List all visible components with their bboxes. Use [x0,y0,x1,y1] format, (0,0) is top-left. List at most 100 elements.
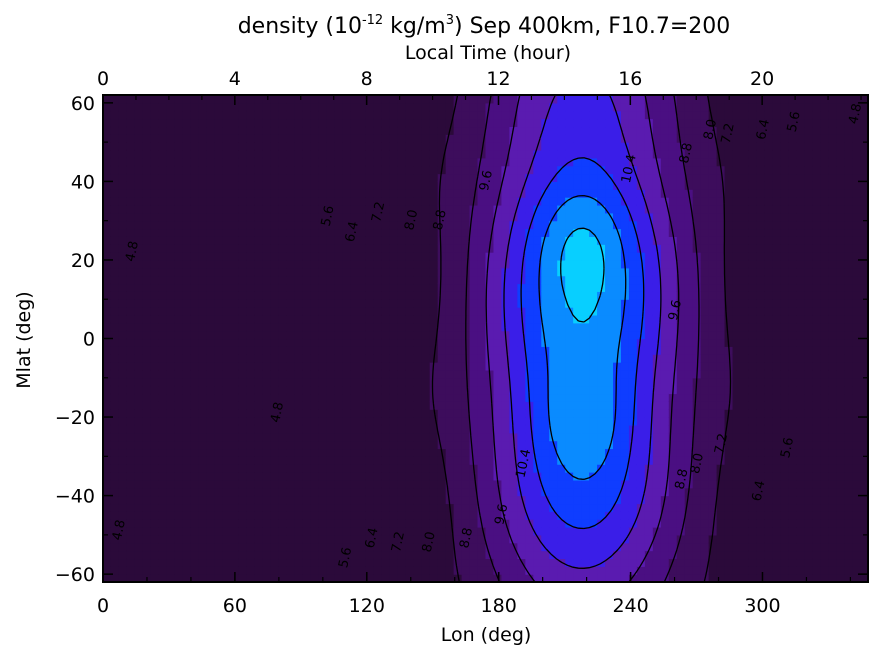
density-cell [190,519,200,528]
density-cell [182,212,192,222]
density-cell [509,377,518,387]
density-cell [397,118,407,128]
density-cell [676,464,686,473]
density-cell [644,534,654,544]
density-cell [716,377,726,387]
density-cell [469,110,479,120]
density-cell [350,346,359,355]
density-cell [310,197,319,206]
density-cell [589,534,598,544]
density-cell [310,181,319,190]
density-cell [350,362,359,371]
density-cell [573,212,582,222]
density-cell [469,149,479,159]
density-cell [278,126,287,135]
density-cell [445,291,455,300]
density-cell [620,558,630,567]
density-cell [381,472,391,481]
density-cell [708,204,718,214]
density-cell [246,330,256,340]
density-cell [620,118,630,128]
density-cell [485,212,495,222]
density-cell [389,346,399,355]
density-cell [533,472,542,481]
density-cell [126,118,136,128]
density-cell [294,464,303,473]
density-cell [477,197,487,206]
density-cell [636,142,646,151]
density-cell [270,102,279,112]
density-cell [501,401,511,410]
density-cell [541,149,550,159]
density-cell [262,338,271,347]
density-cell [302,197,311,206]
density-cell [158,566,168,575]
density-cell [326,142,335,151]
density-cell [326,424,335,434]
density-cell [597,479,606,489]
density-cell [437,503,447,512]
density-cell [118,228,128,237]
density-cell [429,456,439,465]
density-cell [166,181,176,190]
density-cell [461,503,471,512]
density-cell [381,212,391,222]
density-cell [501,173,511,182]
density-cell [389,362,399,371]
density-cell [206,472,216,481]
density-cell [485,479,495,489]
density-cell [429,197,439,206]
density-cell [174,95,184,104]
density-cell [310,542,319,552]
density-cell [541,393,550,402]
density-cell [230,228,240,237]
density-cell [453,393,463,402]
density-cell [461,409,471,418]
density-cell [708,330,718,340]
density-cell [652,307,662,316]
density-cell [501,314,511,324]
density-cell [286,527,295,536]
density-cell [373,102,383,112]
density-cell [724,204,734,214]
density-cell [278,456,287,465]
density-cell [716,385,726,395]
density-cell [652,487,662,497]
density-cell [365,307,375,316]
density-cell [334,456,343,465]
density-cell [110,503,120,512]
density-cell [222,236,232,245]
density-cell [660,566,670,575]
density-cell [373,479,383,489]
density-cell [700,487,710,497]
density-cell [605,275,614,285]
density-cell [477,252,487,261]
density-cell [597,165,606,175]
density-cell [350,142,359,151]
density-cell [613,479,622,489]
density-cell [286,314,295,324]
density-cell [222,472,232,481]
density-cell [469,401,479,410]
density-cell [254,197,263,206]
density-cell [660,432,670,442]
density-cell [501,252,511,261]
density-cell [676,401,686,410]
density-cell [517,527,526,536]
density-cell [118,307,128,316]
density-cell [373,519,383,528]
density-cell [557,338,566,347]
density-cell [429,464,439,473]
density-cell [620,409,630,418]
density-cell [318,142,327,151]
density-cell [429,377,439,387]
density-cell [222,181,232,190]
density-cell [397,409,407,418]
density-cell [605,479,614,489]
density-cell [334,322,343,332]
density-cell [613,346,622,355]
density-cell [158,527,168,536]
density-cell [365,385,375,395]
density-cell [358,527,367,536]
density-cell [278,354,287,363]
